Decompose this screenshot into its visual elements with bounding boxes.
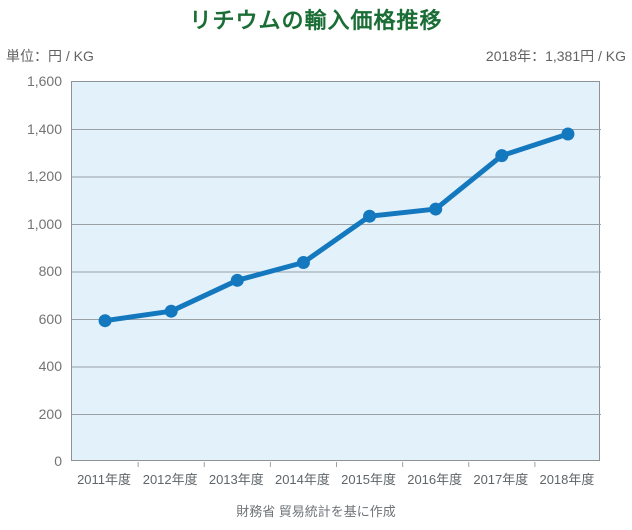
x-tick-label: 2015年度	[341, 472, 397, 487]
y-tick-label: 800	[38, 263, 62, 279]
data-point-2016年度	[429, 202, 443, 216]
y-tick-label: 200	[38, 405, 62, 422]
y-tick-label: 1,600	[26, 73, 62, 89]
y-tick-label: 400	[38, 358, 62, 374]
x-tick-label: 2014年度	[274, 472, 330, 487]
y-tick-label: 1,400	[26, 120, 62, 137]
y-tick-label: 600	[38, 310, 62, 327]
y-tick-label: 1,000	[26, 215, 62, 232]
x-tick-label: 2018年度	[539, 472, 595, 487]
unit-label: 単位：円 / KG	[6, 48, 94, 64]
y-tick-label: 0	[54, 453, 62, 469]
line-chart-canvas	[72, 127, 601, 467]
line-series	[102, 131, 571, 324]
data-point-2012年度	[164, 304, 178, 318]
meta-row: 単位：円 / KG 2018年：1,381円 / KG	[6, 46, 626, 64]
data-point-2014年度	[296, 256, 310, 269]
x-tick-label: 2013年度	[208, 472, 264, 487]
x-tick-label: 2016年度	[407, 472, 463, 487]
x-tick-label: 2011年度	[77, 472, 132, 487]
latest-value-annotation: 2018年：1,381円 / KG	[485, 48, 626, 64]
y-tick-label: 1,200	[26, 168, 62, 184]
data-point-2015年度	[363, 209, 377, 223]
x-tick-label: 2017年度	[473, 472, 529, 487]
data-point-2013年度	[230, 273, 244, 287]
x-tick-label: 2012年度	[142, 472, 198, 487]
source-caption: 財務省 貿易統計を基に作成	[236, 504, 396, 519]
plot-area	[71, 81, 601, 467]
data-point-2017年度	[495, 149, 509, 163]
data-point-2011年度	[98, 314, 112, 328]
data-point-2018年度	[561, 127, 575, 141]
chart-title: リチウムの輸入価格推移	[189, 8, 443, 33]
